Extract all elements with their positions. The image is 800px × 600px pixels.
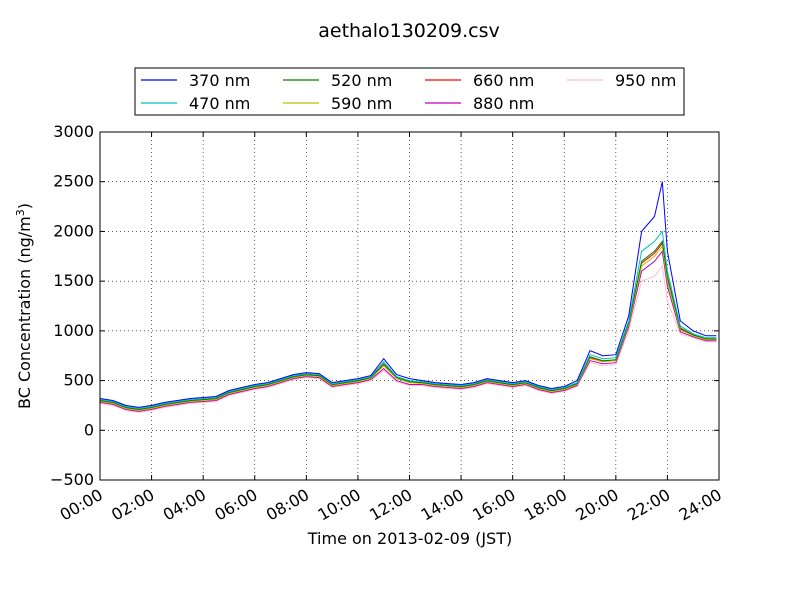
x-tick-label: 14:00	[418, 485, 467, 525]
x-tick-label: 18:00	[521, 485, 570, 525]
y-tick-label: 1500	[53, 271, 94, 290]
legend-label-370-nm: 370 nm	[189, 71, 250, 90]
x-tick-label: 08:00	[263, 485, 312, 525]
legend-label-590-nm: 590 nm	[331, 94, 392, 113]
x-tick-label: 02:00	[108, 485, 157, 525]
y-tick-label: 0	[84, 420, 94, 439]
x-tick-label: 22:00	[624, 485, 673, 525]
y-tick-label: 1000	[53, 321, 94, 340]
x-tick-label: 06:00	[211, 485, 260, 525]
series-line-470-nm	[99, 230, 717, 409]
legend-label-660-nm: 660 nm	[473, 71, 534, 90]
grid	[100, 132, 719, 480]
chart-title: aethalo130209.csv	[318, 20, 500, 42]
series-line-590-nm	[99, 245, 717, 411]
y-tick-label: 2000	[53, 221, 94, 240]
series-line-880-nm	[99, 250, 717, 412]
legend-box	[134, 67, 685, 116]
legend-label-470-nm: 470 nm	[189, 94, 250, 113]
legend-label-880-nm: 880 nm	[473, 94, 534, 113]
series-line-370-nm	[99, 181, 717, 408]
x-tick-label: 00:00	[57, 485, 106, 525]
series-line-520-nm	[99, 240, 717, 410]
y-tick-label: 2500	[53, 172, 94, 191]
x-tick-label: 20:00	[572, 485, 621, 525]
series-line-950-nm	[99, 264, 717, 413]
x-tick-label: 12:00	[366, 485, 415, 525]
y-tick-label: 3000	[53, 122, 94, 141]
series-lines	[99, 181, 717, 413]
x-axis-label: Time on 2013-02-09 (JST)	[307, 529, 512, 548]
x-tick-label: 16:00	[469, 485, 518, 525]
x-tick-label: 24:00	[676, 485, 725, 525]
y-tick-label: −500	[50, 470, 94, 489]
y-axis-label-close: )	[15, 203, 34, 209]
x-tick-label: 10:00	[314, 485, 363, 525]
y-tick-label: 500	[63, 371, 94, 390]
legend: 370 nm 470 nm 520 nm 590 nm 660 nm 880 nm 950 …	[134, 67, 685, 116]
y-axis-label-sup: 3	[14, 209, 27, 216]
legend-label-520-nm: 520 nm	[331, 71, 392, 90]
y-axis-label-main: BC Concentration (ng/m	[15, 216, 34, 409]
y-axis: −500 0 500 1000 1500 2000 2500 3000	[50, 122, 719, 489]
legend-label-950-nm: 950 nm	[615, 71, 676, 90]
y-axis-label: BC Concentration (ng/m3)	[14, 203, 35, 409]
x-tick-label: 04:00	[160, 485, 209, 525]
